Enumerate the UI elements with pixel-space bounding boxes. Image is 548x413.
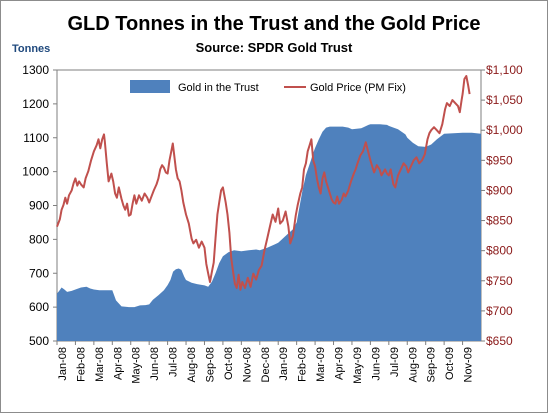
x-tick-label: Nov-09 <box>463 347 475 382</box>
x-tick-label: Jun-09 <box>370 347 382 381</box>
right-tick-label: $850 <box>486 214 513 228</box>
x-tick-label: Sep-08 <box>205 347 217 382</box>
tonnes-area-layer <box>57 124 481 341</box>
x-tick-label: Jun-08 <box>149 347 161 381</box>
x-tick-label: Jan-08 <box>57 347 69 381</box>
x-tick-label: Sep-09 <box>426 347 438 382</box>
series-tonnes-area <box>57 124 481 341</box>
x-tick-label: Apr-09 <box>334 347 346 380</box>
x-tick-label: Jul-08 <box>168 347 180 377</box>
right-tick-label: $800 <box>486 244 513 258</box>
legend-label-price: Gold Price (PM Fix) <box>310 82 406 94</box>
left-tick-label: 900 <box>29 199 49 213</box>
left-tick-label: 500 <box>29 334 49 348</box>
right-tick-label: $900 <box>486 183 513 197</box>
right-tick-label: $950 <box>486 153 513 167</box>
price-line-layer <box>56 75 471 291</box>
series-price-line <box>56 75 471 291</box>
right-tick-label: $1,000 <box>486 123 523 137</box>
chart-title: GLD Tonnes in the Trust and the Gold Pri… <box>68 13 481 35</box>
right-tick-label: $1,100 <box>486 63 523 77</box>
right-tick-label: $700 <box>486 304 513 318</box>
x-tick-label: May-08 <box>131 347 143 384</box>
x-tick-label: Oct-09 <box>444 347 456 380</box>
tick-marks <box>53 69 485 345</box>
x-tick-label: Mar-09 <box>315 347 327 382</box>
x-tick-label: Jul-09 <box>389 347 401 377</box>
left-tick-labels: 500 600 700 800 900 1000 1100 1200 1300 <box>22 63 49 348</box>
x-tick-label: Dec-08 <box>260 347 272 382</box>
chart-subtitle: Source: SPDR Gold Trust <box>196 40 353 55</box>
right-tick-labels: $650 $700 $750 $800 $850 $900 $950 $1,000 $1,050… <box>486 63 523 348</box>
x-tick-label: Apr-08 <box>112 347 124 380</box>
right-tick-label: $1,050 <box>486 93 523 107</box>
x-tick-label: May-09 <box>352 347 364 384</box>
right-tick-label: $650 <box>486 334 513 348</box>
x-tick-label: Aug-08 <box>186 347 198 382</box>
left-tick-label: 1200 <box>22 97 49 111</box>
legend-label-tonnes: Gold in the Trust <box>178 82 259 94</box>
left-tick-label: 1100 <box>23 131 49 145</box>
left-tick-label: 700 <box>29 266 49 280</box>
x-tick-label: Nov-08 <box>241 347 253 382</box>
x-tick-label: Jan-09 <box>278 347 290 381</box>
x-tick-label: Mar-08 <box>94 347 106 382</box>
right-tick-label: $750 <box>486 274 513 288</box>
x-tick-label: Feb-09 <box>297 347 309 382</box>
left-tick-label: 1000 <box>22 165 49 179</box>
x-tick-labels: Jan-08 Feb-08 Mar-08 Apr-08 May-08 Jun-08 Jul-… <box>57 347 475 384</box>
left-tick-label: 1300 <box>22 63 49 77</box>
left-tick-label: 800 <box>29 232 49 246</box>
x-tick-label: Oct-08 <box>223 347 235 380</box>
left-axis-label: Tonnes <box>12 43 50 55</box>
x-tick-label: Feb-08 <box>75 347 87 382</box>
legend: Gold in the Trust Gold Price (PM Fix) <box>130 80 406 94</box>
legend-swatch-tonnes <box>130 80 170 93</box>
x-tick-label: Aug-09 <box>407 347 419 382</box>
left-tick-label: 600 <box>29 300 49 314</box>
